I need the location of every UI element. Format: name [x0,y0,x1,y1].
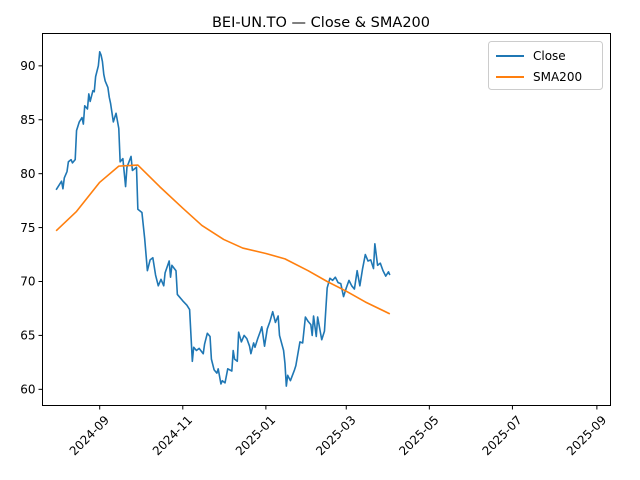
y-tick-label: 70 [20,275,35,289]
legend-label-close: Close [533,49,566,63]
legend-label-sma200: SMA200 [533,70,582,84]
y-tick-label: 85 [20,113,35,127]
y-tick-label: 80 [20,167,35,181]
y-tick-label: 65 [20,329,35,343]
y-tick-label: 90 [20,59,35,73]
y-tick-label: 75 [20,221,35,235]
chart-title: BEI-UN.TO — Close & SMA200 [212,15,430,31]
y-tick-label: 60 [20,383,35,397]
plot-frame [42,33,611,406]
series-line-sma200 [55,164,391,315]
legend: Close SMA200 [488,41,603,90]
plot-layer [55,51,391,387]
series-line-close [55,51,391,387]
